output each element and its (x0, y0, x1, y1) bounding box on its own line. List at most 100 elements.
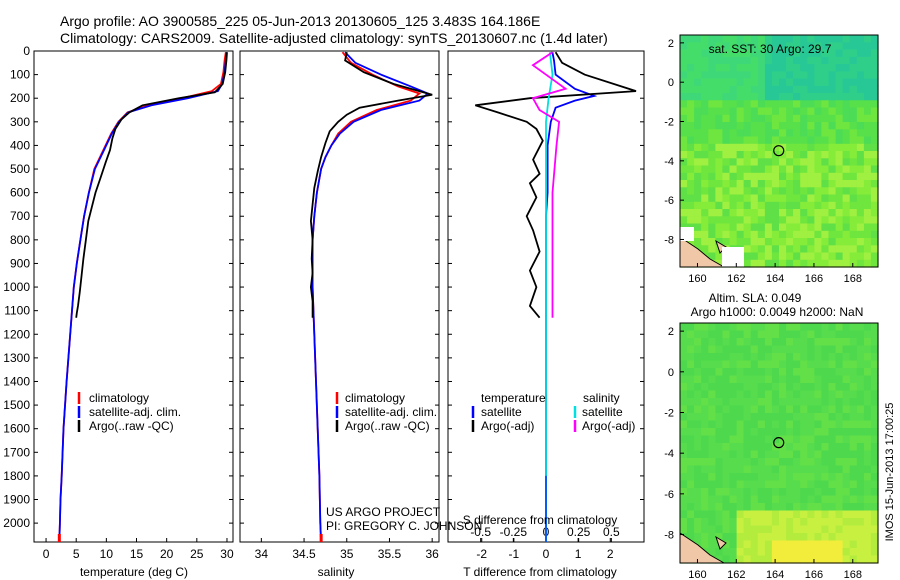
map-cell (821, 230, 830, 239)
map-cell (821, 194, 830, 203)
map-cell (757, 201, 766, 210)
map-cell (870, 252, 879, 261)
map-cell (764, 398, 773, 407)
map-cell (828, 187, 837, 196)
map-cell (842, 100, 851, 109)
map-cell (708, 510, 716, 519)
map-cell (680, 216, 688, 225)
map-cell (849, 338, 858, 347)
map-cell (708, 238, 716, 246)
map-cell (793, 209, 801, 217)
map-cell (807, 480, 815, 489)
map-cell (835, 360, 844, 369)
map-cell (694, 488, 702, 497)
map-cell (800, 100, 808, 109)
map-cell (750, 100, 759, 109)
map-cell (863, 122, 872, 130)
map-cell (849, 473, 858, 482)
legend-label-satellite: satellite-adj. clim. (89, 405, 181, 419)
y-tick-label: 2000 (3, 516, 30, 530)
map-cell (764, 230, 773, 239)
map-cell (793, 230, 801, 239)
map-cell (680, 93, 688, 101)
map-cell (828, 435, 837, 444)
map-cell (835, 56, 844, 65)
map-cell (828, 405, 837, 414)
map-cell (779, 398, 787, 407)
x-tick-label: 0 (543, 547, 550, 561)
map-cell (793, 85, 801, 94)
map-cell (743, 480, 752, 489)
map-cell (694, 428, 702, 437)
map-cell (687, 93, 695, 101)
map-cell (807, 56, 815, 65)
map-cell (793, 368, 801, 377)
map-cell (694, 71, 702, 80)
map-cell (842, 194, 851, 203)
map-cell (828, 323, 837, 332)
map-cell (729, 465, 738, 474)
map-cell (863, 49, 872, 58)
map-cell (807, 49, 815, 58)
map-cell (786, 368, 794, 377)
map-cell (786, 129, 794, 138)
map-cell (849, 540, 858, 549)
map-cell (835, 533, 844, 542)
map-cell (821, 165, 830, 174)
map-cell (680, 375, 688, 384)
map-cell (701, 443, 709, 452)
map-cell (793, 42, 801, 51)
map-cell (687, 136, 695, 145)
map-cell (800, 525, 808, 534)
map-cell (708, 398, 716, 407)
map-cell (764, 390, 773, 399)
map-cell (743, 136, 752, 145)
map-cell (736, 78, 745, 87)
map-cell (750, 252, 759, 261)
x-tick-label: 34 (255, 547, 269, 561)
map-cell (786, 56, 794, 65)
map-cell (807, 510, 815, 519)
map-cell (793, 114, 801, 123)
map-cell (715, 518, 724, 527)
map-cell (694, 353, 702, 362)
map-cell (764, 435, 773, 444)
map-cell (856, 114, 865, 123)
map-cell (835, 238, 844, 246)
map-cell (800, 151, 808, 159)
map-cell (729, 525, 738, 534)
map-cell (743, 323, 752, 332)
map-cell (729, 143, 738, 152)
map-cell (750, 503, 759, 512)
map-cell (729, 413, 738, 422)
map-cell (743, 93, 752, 101)
map-cell (835, 64, 844, 72)
map-cell (764, 143, 773, 152)
map-cell (793, 345, 801, 354)
map-cell (736, 443, 745, 452)
map-cell (870, 216, 879, 225)
map-cell (680, 129, 688, 138)
map-cell (722, 458, 731, 467)
map-cell (687, 238, 695, 246)
map-cell (743, 510, 752, 519)
map-cell (786, 518, 794, 527)
map-cell (736, 428, 745, 437)
map-cell (814, 230, 823, 239)
map-cell (800, 93, 808, 101)
map-cell (856, 64, 865, 72)
map-cell (715, 533, 724, 542)
map-cell (863, 495, 872, 504)
map-cell (729, 107, 738, 116)
map-cell (757, 555, 766, 564)
map-cell (793, 238, 801, 246)
map-cell (743, 345, 752, 354)
map-cell (786, 428, 794, 437)
map-cell (842, 172, 851, 181)
map-cell (821, 533, 830, 542)
map-cell (828, 488, 837, 497)
map-cell (757, 390, 766, 399)
map-cell (729, 78, 738, 87)
map-cell (743, 259, 752, 268)
map-cell (708, 71, 716, 80)
